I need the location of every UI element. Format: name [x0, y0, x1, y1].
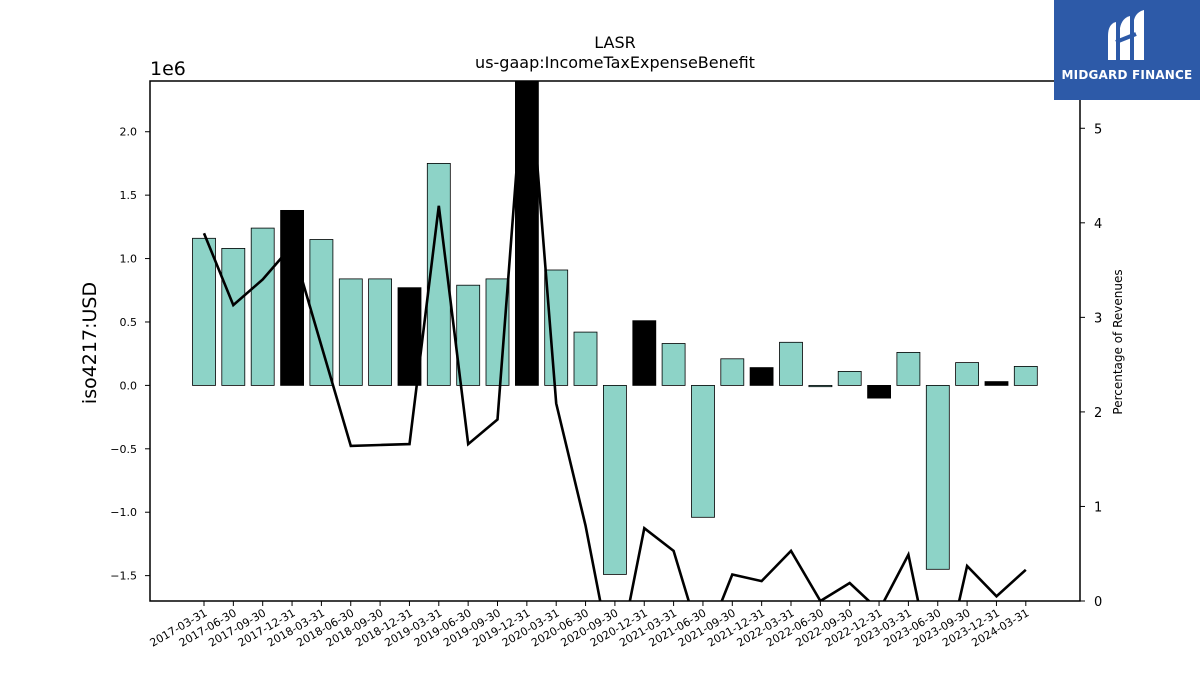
bar-2020-03-31: [544, 269, 569, 386]
line-series: [202, 81, 1027, 601]
bar-2020-12-31: [632, 320, 657, 386]
y-right-tick-label: 1: [1094, 500, 1102, 515]
y-right-tick-label: 3: [1094, 311, 1102, 326]
y-tick-label: −1.5: [110, 570, 137, 583]
logo-text: MIDGARD FINANCE: [1061, 68, 1193, 82]
y-tick-label: 2.0: [120, 126, 138, 139]
bar-2017-03-31: [192, 237, 216, 386]
bar-2021-12-31: [749, 367, 774, 386]
bar-2017-06-30: [221, 247, 246, 386]
bar-2022-12-31: [867, 384, 891, 399]
bar-2018-03-31: [309, 239, 334, 386]
bar-2017-12-31: [280, 209, 305, 386]
bar-2018-12-31: [397, 287, 422, 386]
bar-2019-12-31: [515, 81, 539, 386]
bar-2022-09-30: [837, 370, 862, 386]
y-tick-label: −0.5: [110, 443, 137, 456]
bar-2023-03-31: [896, 351, 921, 386]
bar-2019-06-30: [456, 284, 481, 386]
x-ticks: 2017-03-312017-06-302017-09-302017-12-31…: [148, 601, 1031, 650]
bar-2021-06-30: [691, 384, 715, 518]
bar-2019-03-31: [426, 162, 451, 386]
y-tick-label: 0.5: [120, 316, 138, 329]
y-ticks-right: 0 1 2 3 4 5: [1080, 122, 1102, 610]
chart-subtitle: us-gaap:IncomeTaxExpenseBenefit: [475, 53, 755, 72]
bar-2020-06-30: [573, 331, 598, 386]
bar-2022-03-31: [779, 341, 803, 386]
y-right-tick-label: 4: [1094, 217, 1102, 232]
y-tick-label: 1.0: [120, 253, 138, 266]
y-tick-label: 1.5: [120, 189, 138, 202]
plot-frame: [149, 80, 1081, 602]
y-ticks: −1.5 −1.0 −0.5 0.0 0.5 1.0 1.5 2.0: [110, 126, 150, 583]
bar-2023-06-30: [925, 384, 950, 570]
bar-2021-09-30: [720, 358, 745, 386]
bar-2024-03-31: [1013, 365, 1038, 386]
bars: [192, 81, 1038, 575]
bar-2023-09-30: [955, 362, 979, 386]
y-tick-label: 0.0: [120, 379, 138, 392]
bar-2019-09-30: [485, 278, 510, 386]
y-right-tick-label: 2: [1094, 406, 1102, 421]
bar-2021-03-31: [661, 343, 686, 386]
bar-2022-06-30: [808, 384, 833, 388]
y-tick-label: −1.0: [110, 506, 137, 519]
bar-2018-06-30: [338, 278, 363, 386]
y-scale-label: 1e6: [150, 58, 186, 80]
logo-mark-icon: [1108, 10, 1144, 60]
y-axis-label: iso4217:USD: [79, 282, 101, 404]
brand-logo: MIDGARD FINANCE: [1054, 0, 1200, 100]
bar-2020-09-30: [603, 384, 627, 575]
bar-2023-12-31: [984, 381, 1009, 386]
chart-title: LASR: [594, 33, 636, 52]
y-right-tick-label: 0: [1094, 595, 1102, 610]
line-layer: [202, 81, 1027, 601]
y-right-tick-label: 5: [1094, 122, 1102, 137]
bar-2018-09-30: [368, 278, 393, 386]
bar-2017-09-30: [250, 227, 275, 386]
y-axis-right-label: Percentage of Revenues: [1111, 269, 1125, 414]
